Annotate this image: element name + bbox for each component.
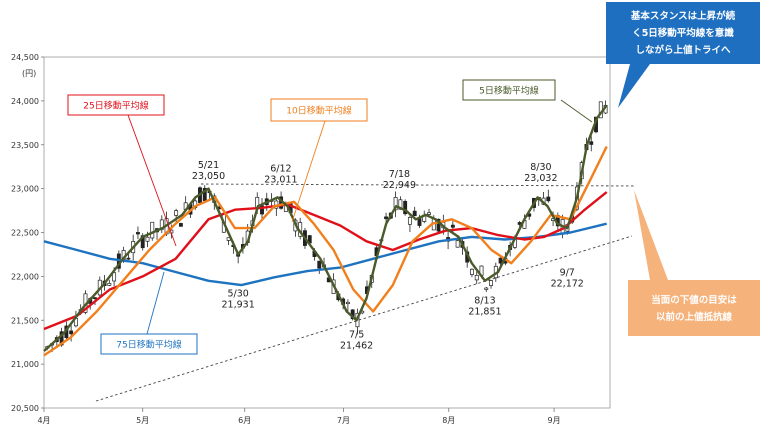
- candle-body: [546, 196, 551, 202]
- candle-body: [345, 301, 350, 305]
- ma5-line: [43, 104, 608, 352]
- x-tick-label: 6月: [238, 416, 251, 425]
- ma25-label: 25日移動平均線: [83, 100, 148, 112]
- y-tick-label: 23,000: [11, 185, 39, 194]
- callout-top-line-1: 基本スタンスは上昇が続: [630, 10, 736, 22]
- candle-body: [135, 232, 140, 235]
- peak-date-label: 7/18: [389, 169, 410, 180]
- candle-body: [436, 218, 441, 232]
- ma10-label-box: [270, 98, 368, 122]
- peak-price-label: 22,949: [383, 180, 416, 191]
- y-axis: 24,500 24,000 23,500 23,000 22,500 22,000 21,5…: [11, 53, 44, 413]
- callout-top-line-2: く5日移動平均線を意識: [632, 27, 734, 39]
- ma5-label-box: [462, 79, 556, 101]
- ma75-leader: [146, 271, 165, 335]
- candle-body: [450, 224, 455, 228]
- y-tick-label: 22,000: [11, 272, 39, 281]
- ma5-leader: [560, 99, 593, 123]
- trough-price-label: 21,931: [222, 299, 255, 310]
- y-tick-label: 22,500: [11, 229, 39, 238]
- x-tick-label: 8月: [442, 416, 455, 425]
- candle-body: [589, 141, 594, 145]
- candle-body: [470, 268, 474, 275]
- candle-body: [202, 187, 207, 201]
- ma75-label: 75日移動平均線: [116, 339, 181, 351]
- callout-bottom: 当面の下値の目安は 以前の上値抵抗線: [628, 190, 760, 336]
- peak-date-label: 5/21: [198, 160, 219, 171]
- candle-body: [178, 223, 183, 227]
- y-tick-label: 24,000: [11, 97, 39, 106]
- ma5-label: 5日移動平均線: [479, 85, 539, 97]
- x-axis: 4月 5月 6月 7月 8月 9月: [37, 408, 561, 425]
- y-tick-label: 24,500: [11, 53, 39, 62]
- x-tick-label: 4月: [37, 416, 50, 425]
- trough-date-label: 9/7: [560, 267, 575, 278]
- resistance-line: [200, 183, 635, 187]
- trough-date-label: 5/30: [227, 288, 248, 299]
- ma10-leader: [291, 120, 326, 223]
- y-tick-label: 20,500: [11, 404, 39, 413]
- candle-body: [489, 280, 493, 286]
- candle-body: [174, 210, 179, 216]
- candle-body: [474, 274, 479, 281]
- trough-date-label: 7/5: [349, 330, 364, 341]
- peak-price-label: 23,032: [524, 173, 557, 184]
- candle-body: [69, 330, 74, 335]
- candle-body: [126, 257, 131, 260]
- peak-date-label: 8/30: [530, 162, 551, 173]
- candle-body: [107, 282, 112, 286]
- y-tick-label: 21,000: [11, 360, 39, 369]
- candle-body: [484, 287, 489, 290]
- callout-bottom-line-1: 当面の下値の目安は: [651, 294, 737, 306]
- candle-body: [393, 197, 398, 211]
- candle-body: [93, 297, 97, 300]
- trough-price-label: 21,851: [468, 306, 501, 317]
- y-tick-label: 21,500: [11, 316, 39, 325]
- candle-body: [455, 240, 460, 248]
- x-tick-label: 5月: [136, 416, 149, 425]
- moving-average-lines: [43, 104, 608, 357]
- candle-body: [412, 210, 417, 217]
- candle-body: [407, 217, 412, 225]
- ma10-label: 10日移動平均線: [286, 105, 351, 117]
- candle-body: [417, 218, 422, 226]
- ma10-line: [43, 145, 608, 357]
- ma25-label-box: [67, 94, 165, 116]
- candle-body: [427, 212, 431, 215]
- trough-price-label: 21,462: [340, 341, 373, 352]
- x-tick-label: 9月: [548, 416, 561, 425]
- ma25-leader: [127, 114, 177, 247]
- callout-bottom-line-2: 以前の上値抵抗線: [656, 311, 733, 323]
- support-line: [95, 235, 633, 402]
- peak-date-label: 6/12: [270, 164, 291, 175]
- candle-body: [150, 221, 155, 239]
- callout-top: 基本スタンスは上昇が続 く5日移動平均線を意識 しながら上値トライへ: [606, 2, 760, 108]
- ma75-label-box: [100, 333, 198, 355]
- peak-price-label: 23,011: [264, 175, 297, 186]
- candle-body: [260, 205, 264, 215]
- y-tick-label: 23,500: [11, 141, 39, 150]
- candle-body: [317, 260, 322, 269]
- candle-body: [403, 200, 408, 215]
- x-tick-label: 7月: [337, 416, 350, 425]
- peak-price-label: 23,050: [192, 171, 225, 182]
- trough-date-label: 8/13: [474, 295, 495, 306]
- candle-body: [384, 216, 389, 220]
- candle-body: [498, 257, 503, 264]
- candle-body: [145, 236, 150, 242]
- trough-price-label: 22,172: [551, 278, 584, 289]
- candle-body: [112, 272, 117, 282]
- callout-top-line-3: しながら上値トライへ: [635, 44, 731, 56]
- y-unit-label: (円): [22, 69, 36, 78]
